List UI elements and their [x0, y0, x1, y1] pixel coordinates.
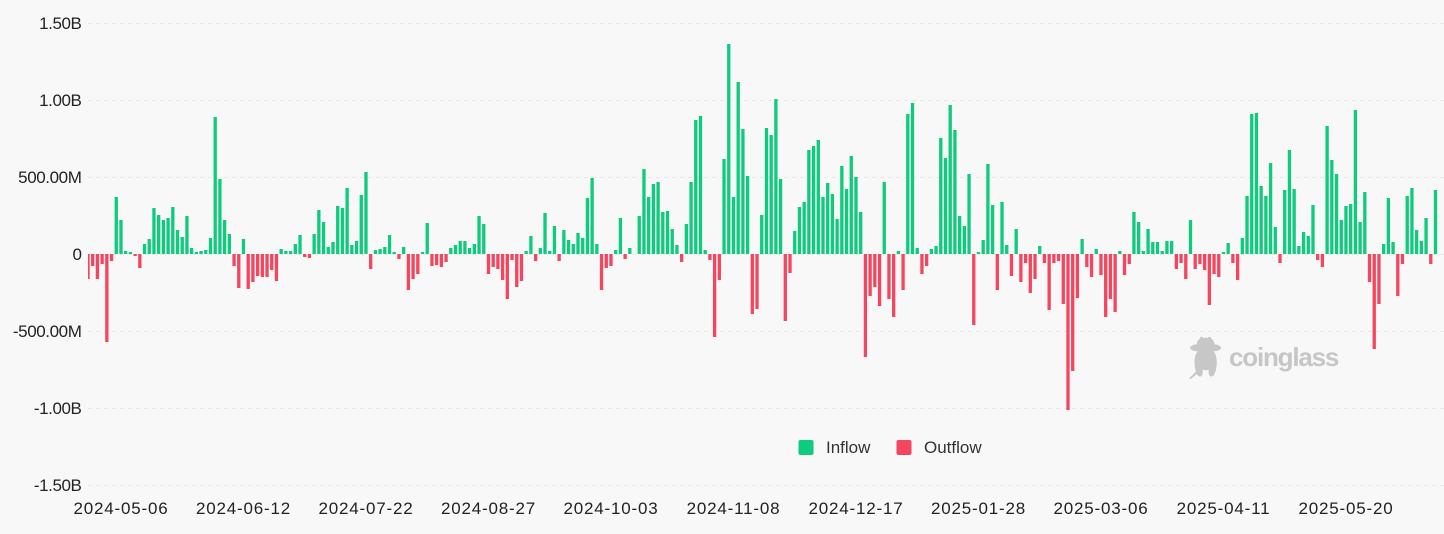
svg-text:2024-12-17: 2024-12-17	[809, 499, 904, 518]
svg-text:-500.00M: -500.00M	[13, 322, 82, 341]
svg-text:2024-11-08: 2024-11-08	[687, 499, 781, 518]
svg-text:1.00B: 1.00B	[39, 91, 81, 110]
svg-text:2025-05-20: 2025-05-20	[1299, 499, 1394, 518]
svg-text:2024-08-27: 2024-08-27	[441, 499, 536, 518]
svg-text:2024-07-22: 2024-07-22	[319, 499, 414, 518]
svg-text:Inflow: Inflow	[826, 438, 871, 457]
svg-text:2025-04-11: 2025-04-11	[1177, 499, 1271, 518]
svg-text:500.00M: 500.00M	[18, 168, 81, 187]
svg-text:coinglass: coinglass	[1229, 342, 1339, 372]
svg-text:1.50B: 1.50B	[39, 14, 81, 33]
svg-text:-1.00B: -1.00B	[34, 399, 82, 418]
svg-text:2024-05-06: 2024-05-06	[74, 499, 169, 518]
svg-text:2024-10-03: 2024-10-03	[564, 499, 659, 518]
svg-text:-1.50B: -1.50B	[34, 476, 82, 495]
svg-text:2025-03-06: 2025-03-06	[1054, 499, 1149, 518]
svg-text:0: 0	[72, 245, 81, 264]
svg-text:2024-06-12: 2024-06-12	[196, 499, 291, 518]
svg-text:Outflow: Outflow	[924, 438, 982, 457]
svg-text:2025-01-28: 2025-01-28	[931, 499, 1026, 518]
